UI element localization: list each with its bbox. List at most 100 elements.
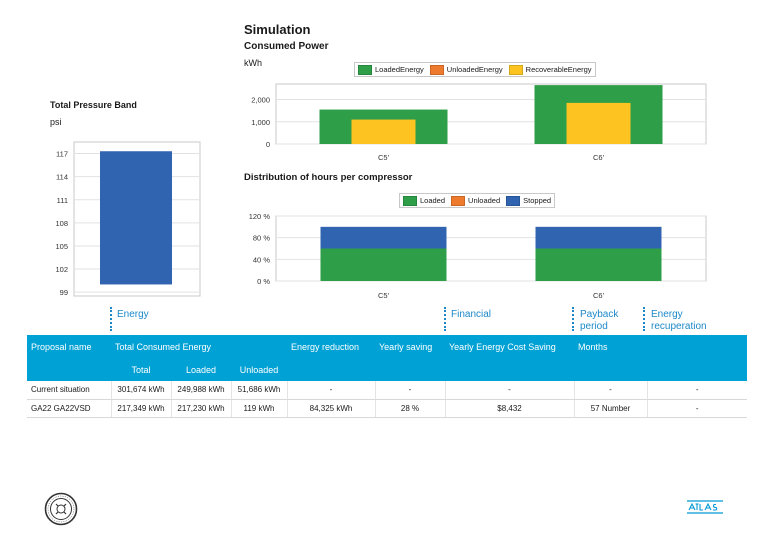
subheader-blank	[27, 359, 111, 381]
y-tick-label: 111	[57, 196, 68, 205]
y-tick-label: 2,000	[251, 96, 270, 105]
cell-unloaded: 119 kWh	[231, 399, 288, 418]
x-tick-label: C6'	[593, 291, 605, 300]
y-tick-label: 1,000	[251, 118, 270, 127]
cell-months: 57 Number	[574, 399, 648, 418]
section-payback-line1: Payback	[580, 309, 619, 320]
energy-divider	[110, 307, 112, 331]
legend-label: Loaded	[420, 196, 446, 205]
cell-months: -	[574, 381, 648, 400]
seal-logo-icon	[44, 492, 78, 526]
section-financial: Financial	[451, 309, 492, 320]
y-tick-label: 120 %	[249, 212, 271, 221]
legend-item-unloaded-energy: UnloadedEnergy	[429, 64, 503, 75]
y-tick-label: 40 %	[253, 255, 270, 264]
y-tick-label: 117	[56, 150, 68, 159]
section-payback-line2: period	[580, 321, 608, 332]
bar-stopped	[535, 226, 662, 249]
cell-loaded: 249,988 kWh	[171, 381, 232, 400]
bar-recoverable-energy	[351, 119, 416, 144]
cell-proposal-name: GA22 GA22VSD	[27, 399, 112, 418]
legend-label: Unloaded	[468, 196, 501, 205]
legend-swatch	[451, 195, 466, 206]
bar-recoverable-energy	[566, 102, 631, 144]
cell-yearly-saving: 28 %	[375, 399, 446, 418]
y-tick-label: 108	[55, 219, 68, 228]
header-loaded: Loaded	[171, 359, 231, 381]
header-yearly-cost-saving: Yearly Energy Cost Saving	[445, 335, 574, 359]
section-recuperation-line1: Energy	[651, 309, 683, 320]
y-tick-label: 80 %	[253, 234, 270, 243]
y-tick-label: 105	[55, 242, 68, 251]
y-tick-label: 0	[266, 140, 270, 149]
legend-swatch	[403, 195, 417, 206]
subheader-blank	[287, 359, 375, 381]
pressure-band-title: Total Pressure Band	[50, 100, 137, 110]
legend-label: LoadedEnergy	[375, 65, 424, 74]
subheader-blank	[375, 359, 445, 381]
table-subheader-row: Total Loaded Unloaded	[27, 359, 747, 381]
header-blank	[647, 335, 747, 359]
bar-loaded	[320, 248, 447, 281]
legend-item-loaded: Loaded	[403, 195, 446, 206]
cell-yearly-saving: -	[375, 381, 446, 400]
legend-label: UnloadedEnergy	[446, 65, 503, 74]
x-tick-label: C5'	[378, 291, 390, 300]
consumed-power-title: Consumed Power	[244, 41, 329, 52]
header-unloaded: Unloaded	[231, 359, 287, 381]
subheader-blank	[574, 359, 647, 381]
legend-swatch	[358, 64, 372, 75]
y-tick-label: 99	[60, 288, 68, 297]
cell-energy-reduction: -	[287, 381, 376, 400]
section-recuperation-line2: recuperation	[651, 321, 707, 332]
cell-cost-saving: $8,432	[445, 399, 575, 418]
consumed-power-legend: LoadedEnergy UnloadedEnergy RecoverableE…	[354, 62, 596, 77]
y-tick-label: 102	[55, 265, 68, 274]
x-tick-label: C5'	[378, 153, 390, 162]
subheader-blank	[445, 359, 574, 381]
cell-proposal-name: Current situation	[27, 381, 112, 400]
distribution-title: Distribution of hours per compressor	[244, 172, 413, 183]
cell-loaded: 217,230 kWh	[171, 399, 232, 418]
section-energy: Energy	[117, 309, 149, 320]
financial-divider	[444, 307, 446, 331]
legend-swatch	[429, 64, 444, 75]
table-row: GA22 GA22VSD 217,349 kWh 217,230 kWh 119…	[27, 399, 747, 418]
cell-recuperation: -	[647, 381, 747, 400]
y-tick-label: 0 %	[257, 277, 270, 286]
distribution-chart: 0 % 40 % 80 % 120 % C5' C6'	[249, 212, 707, 300]
consumed-power-unit: kWh	[244, 58, 262, 68]
table-header-row: Proposal name Total Consumed Energy Ener…	[27, 335, 747, 359]
cell-total: 217,349 kWh	[111, 399, 172, 418]
page-title: Simulation	[244, 22, 311, 37]
legend-item-stopped: Stopped	[506, 195, 552, 206]
legend-item-loaded-energy: LoadedEnergy	[358, 64, 424, 75]
section-recuperation: Energy recuperation	[651, 309, 707, 333]
cell-total: 301,674 kWh	[111, 381, 172, 400]
table-row: Current situation 301,674 kWh 249,988 kW…	[27, 381, 747, 400]
x-tick-label: C6'	[593, 153, 605, 162]
legend-item-recoverable-energy: RecoverableEnergy	[508, 64, 592, 75]
brand-logo	[687, 498, 723, 516]
header-proposal-name: Proposal name	[27, 335, 111, 359]
atlas-copco-logo-icon	[687, 500, 723, 514]
cell-recuperation: -	[647, 399, 747, 418]
proposal-table: Proposal name Total Consumed Energy Ener…	[27, 335, 747, 418]
header-yearly-saving: Yearly saving	[375, 335, 445, 359]
pressure-band-unit: psi	[50, 117, 62, 127]
distribution-legend: Loaded Unloaded Stopped	[399, 193, 556, 208]
legend-label: Stopped	[523, 196, 552, 205]
payback-divider	[572, 307, 574, 331]
cell-unloaded: 51,686 kWh	[231, 381, 288, 400]
pressure-band-chart: 99 102 105 108 111 114 117	[55, 141, 201, 297]
cell-cost-saving: -	[445, 381, 575, 400]
bar-stopped	[320, 226, 447, 249]
legend-swatch	[508, 64, 523, 75]
header-energy-reduction: Energy reduction	[287, 335, 375, 359]
header-total: Total	[111, 359, 171, 381]
consumed-power-chart: 0 1,000 2,000 C5' C6'	[251, 83, 707, 162]
header-total-consumed-energy: Total Consumed Energy	[111, 335, 287, 359]
legend-label: RecoverableEnergy	[525, 65, 592, 74]
legend-swatch	[506, 195, 521, 206]
y-tick-label: 114	[56, 173, 68, 182]
